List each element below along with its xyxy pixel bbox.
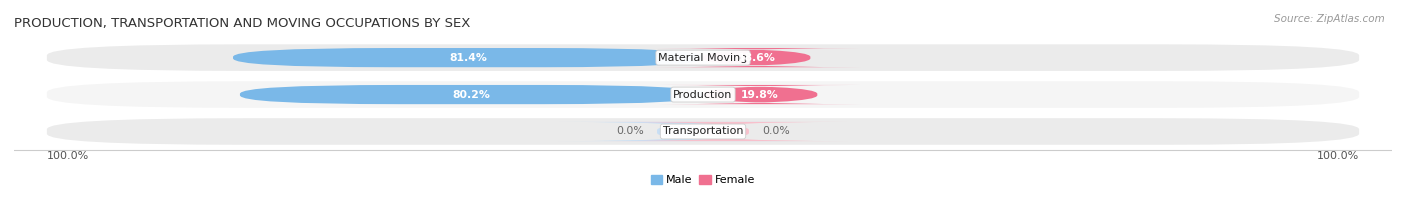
Text: PRODUCTION, TRANSPORTATION AND MOVING OCCUPATIONS BY SEX: PRODUCTION, TRANSPORTATION AND MOVING OC… bbox=[14, 17, 471, 30]
Text: 81.4%: 81.4% bbox=[449, 53, 486, 63]
Text: Production: Production bbox=[673, 90, 733, 99]
Text: 19.8%: 19.8% bbox=[741, 90, 779, 99]
Text: 0.0%: 0.0% bbox=[616, 126, 644, 137]
Text: 100.0%: 100.0% bbox=[1317, 151, 1360, 162]
FancyBboxPatch shape bbox=[46, 118, 1360, 145]
Text: 80.2%: 80.2% bbox=[453, 90, 491, 99]
FancyBboxPatch shape bbox=[46, 81, 1360, 108]
FancyBboxPatch shape bbox=[659, 85, 860, 104]
Text: 0.0%: 0.0% bbox=[762, 126, 790, 137]
FancyBboxPatch shape bbox=[652, 48, 860, 67]
FancyBboxPatch shape bbox=[233, 48, 703, 67]
Text: Source: ZipAtlas.com: Source: ZipAtlas.com bbox=[1274, 14, 1385, 24]
Text: 18.6%: 18.6% bbox=[738, 53, 776, 63]
Legend: Male, Female: Male, Female bbox=[647, 170, 759, 190]
FancyBboxPatch shape bbox=[558, 122, 801, 141]
FancyBboxPatch shape bbox=[605, 122, 848, 141]
Text: 100.0%: 100.0% bbox=[46, 151, 89, 162]
FancyBboxPatch shape bbox=[46, 44, 1360, 71]
FancyBboxPatch shape bbox=[240, 85, 703, 104]
Text: Transportation: Transportation bbox=[662, 126, 744, 137]
Text: Material Moving: Material Moving bbox=[658, 53, 748, 63]
